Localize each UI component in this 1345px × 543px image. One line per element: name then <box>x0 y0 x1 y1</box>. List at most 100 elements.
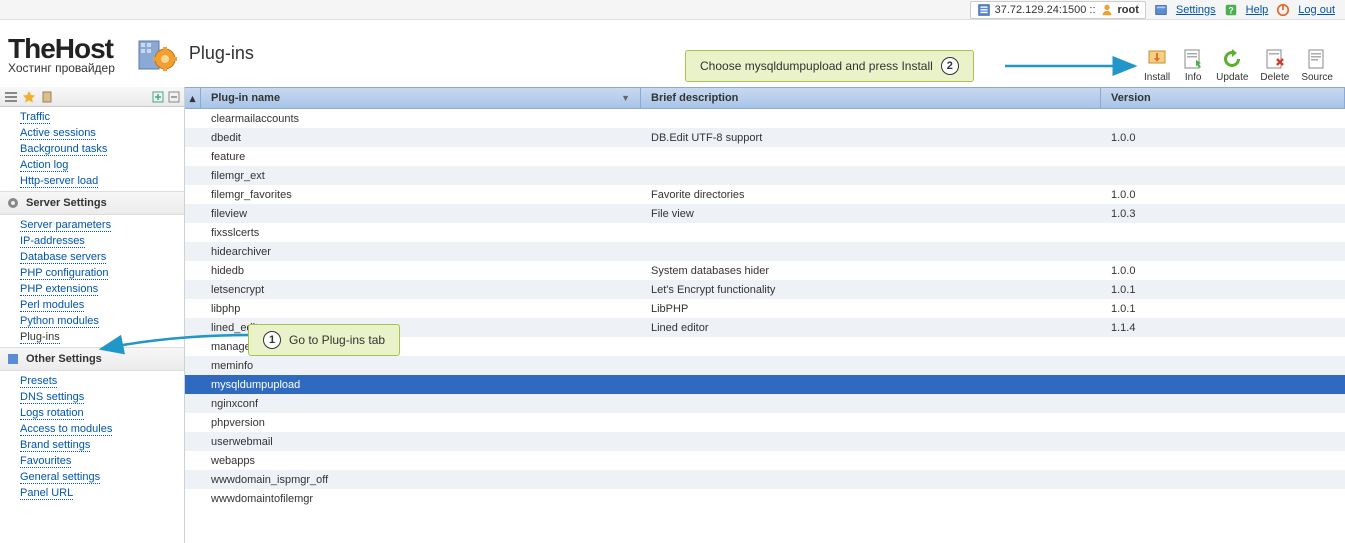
col-version[interactable]: Version <box>1101 88 1345 108</box>
sort-arrow-icon: ▼ <box>621 93 630 103</box>
table-row[interactable]: hidedbSystem databases hider1.0.0 <box>185 261 1345 280</box>
update-label: Update <box>1216 72 1248 83</box>
cell-version: 1.1.4 <box>1101 322 1345 334</box>
sidebar-item-link[interactable]: Perl modules <box>20 299 84 312</box>
sidebar-item-link[interactable]: Presets <box>20 375 57 388</box>
table-row[interactable]: userwebmail <box>185 432 1345 451</box>
info-button[interactable]: Info <box>1182 48 1204 83</box>
sidebar-item[interactable]: Logs rotation <box>0 405 184 421</box>
sidebar-item[interactable]: Plug-ins <box>0 329 184 345</box>
sidebar-item-link[interactable]: DNS settings <box>20 391 84 404</box>
section-title: Server Settings <box>26 197 107 209</box>
cell-version: 1.0.3 <box>1101 208 1345 220</box>
sidebar-item[interactable]: DNS settings <box>0 389 184 405</box>
server-icon <box>977 3 991 17</box>
sidebar-item[interactable]: General settings <box>0 469 184 485</box>
help-link[interactable]: Help <box>1246 4 1269 16</box>
table-row[interactable]: nginxconf <box>185 394 1345 413</box>
table-row[interactable]: meminfo <box>185 356 1345 375</box>
sidebar-item[interactable]: Perl modules <box>0 297 184 313</box>
cell-plugin-name: feature <box>201 151 641 163</box>
sidebar-item[interactable]: Access to modules <box>0 421 184 437</box>
logout-link[interactable]: Log out <box>1298 4 1335 16</box>
sidebar-item[interactable]: Brand settings <box>0 437 184 453</box>
table-row[interactable]: letsencryptLet's Encrypt functionality1.… <box>185 280 1345 299</box>
sidebar-item-link[interactable]: Database servers <box>20 251 106 264</box>
cell-plugin-name: meminfo <box>201 360 641 372</box>
logout-icon <box>1276 3 1290 17</box>
sidebar-item[interactable]: Http-server load <box>0 173 184 189</box>
plus-icon[interactable] <box>152 91 164 103</box>
table-row[interactable]: feature <box>185 147 1345 166</box>
sidebar-item[interactable]: PHP extensions <box>0 281 184 297</box>
list-icon[interactable] <box>4 90 18 104</box>
sidebar-item-link[interactable]: Panel URL <box>20 487 73 500</box>
sidebar-item[interactable]: Action log <box>0 157 184 173</box>
sidebar-section-header[interactable]: Server Settings <box>0 191 184 215</box>
sidebar-item[interactable]: PHP configuration <box>0 265 184 281</box>
sidebar-item-link[interactable]: IP-addresses <box>20 235 85 248</box>
collapse-all-icon[interactable]: ▴ <box>185 88 201 108</box>
install-button[interactable]: Install <box>1144 48 1170 83</box>
table-row[interactable]: filemgr_ext <box>185 166 1345 185</box>
sidebar-item-link[interactable]: PHP configuration <box>20 267 108 280</box>
sidebar-item[interactable]: Database servers <box>0 249 184 265</box>
sidebar-item-link[interactable]: Python modules <box>20 315 99 328</box>
sidebar-item-link[interactable]: Server parameters <box>20 219 111 232</box>
table-row[interactable]: dbeditDB.Edit UTF-8 support1.0.0 <box>185 128 1345 147</box>
table-row[interactable]: fixsslcerts <box>185 223 1345 242</box>
sidebar-item-link[interactable]: Favourites <box>20 455 71 468</box>
sidebar-item-link[interactable]: Traffic <box>20 111 50 124</box>
server-address: 37.72.129.24:1500 :: <box>995 4 1096 16</box>
minus-icon[interactable] <box>168 91 180 103</box>
sidebar-item-link[interactable]: Logs rotation <box>20 407 84 420</box>
sidebar-item[interactable]: Panel URL <box>0 485 184 501</box>
sidebar-item-link[interactable]: Brand settings <box>20 439 90 452</box>
sidebar-item[interactable]: Traffic <box>0 109 184 125</box>
sidebar-item-link[interactable]: Access to modules <box>20 423 112 436</box>
table-row[interactable]: wwwdomain_ispmgr_off <box>185 470 1345 489</box>
table-row[interactable]: filemgr_favoritesFavorite directories1.0… <box>185 185 1345 204</box>
table-row[interactable]: mysqldumpupload <box>185 375 1345 394</box>
source-button[interactable]: Source <box>1301 48 1333 83</box>
sidebar-item-link[interactable]: Http-server load <box>20 175 98 188</box>
table-row[interactable]: fileviewFile view1.0.3 <box>185 204 1345 223</box>
col-brief-desc[interactable]: Brief description <box>641 88 1101 108</box>
clipboard-icon[interactable] <box>40 90 54 104</box>
info-icon <box>1182 48 1204 70</box>
sidebar-item[interactable]: Server parameters <box>0 217 184 233</box>
sidebar-item[interactable]: Presets <box>0 373 184 389</box>
sidebar-item[interactable]: Python modules <box>0 313 184 329</box>
sidebar-item[interactable]: IP-addresses <box>0 233 184 249</box>
sidebar-section-header[interactable]: Other Settings <box>0 347 184 371</box>
sidebar-item-link[interactable]: Active sessions <box>20 127 96 140</box>
cell-plugin-name: fixsslcerts <box>201 227 641 239</box>
table-row[interactable]: clearmailaccounts <box>185 109 1345 128</box>
table-row[interactable]: libphpLibPHP1.0.1 <box>185 299 1345 318</box>
table-row[interactable]: wwwdomaintofilemgr <box>185 489 1345 508</box>
sidebar-item[interactable]: Background tasks <box>0 141 184 157</box>
table-row[interactable]: hidearchiver <box>185 242 1345 261</box>
table-row[interactable]: webapps <box>185 451 1345 470</box>
sidebar-item-link[interactable]: PHP extensions <box>20 283 98 296</box>
table-row[interactable]: phpversion <box>185 413 1345 432</box>
cell-plugin-name: userwebmail <box>201 436 641 448</box>
cell-plugin-name: wwwdomain_ispmgr_off <box>201 474 641 486</box>
delete-label: Delete <box>1260 72 1289 83</box>
sidebar-item-link[interactable]: Background tasks <box>20 143 107 156</box>
update-button[interactable]: Update <box>1216 48 1248 83</box>
logo-main: TheHost <box>8 33 115 65</box>
settings-link[interactable]: Settings <box>1176 4 1216 16</box>
sidebar-item[interactable]: Active sessions <box>0 125 184 141</box>
section-icon <box>6 352 20 366</box>
callout-top-text: Choose mysqldumpupload and press Install <box>700 59 933 73</box>
sidebar-item-link[interactable]: General settings <box>20 471 100 484</box>
col-plugin-name[interactable]: Plug-in name ▼ <box>201 88 641 108</box>
star-icon[interactable] <box>22 90 36 104</box>
cell-plugin-name: clearmailaccounts <box>201 113 641 125</box>
sidebar-item-link[interactable]: Action log <box>20 159 68 172</box>
sidebar-item-link[interactable]: Plug-ins <box>20 331 60 344</box>
sidebar-item[interactable]: Favourites <box>0 453 184 469</box>
delete-button[interactable]: Delete <box>1260 48 1289 83</box>
source-icon <box>1306 48 1328 70</box>
